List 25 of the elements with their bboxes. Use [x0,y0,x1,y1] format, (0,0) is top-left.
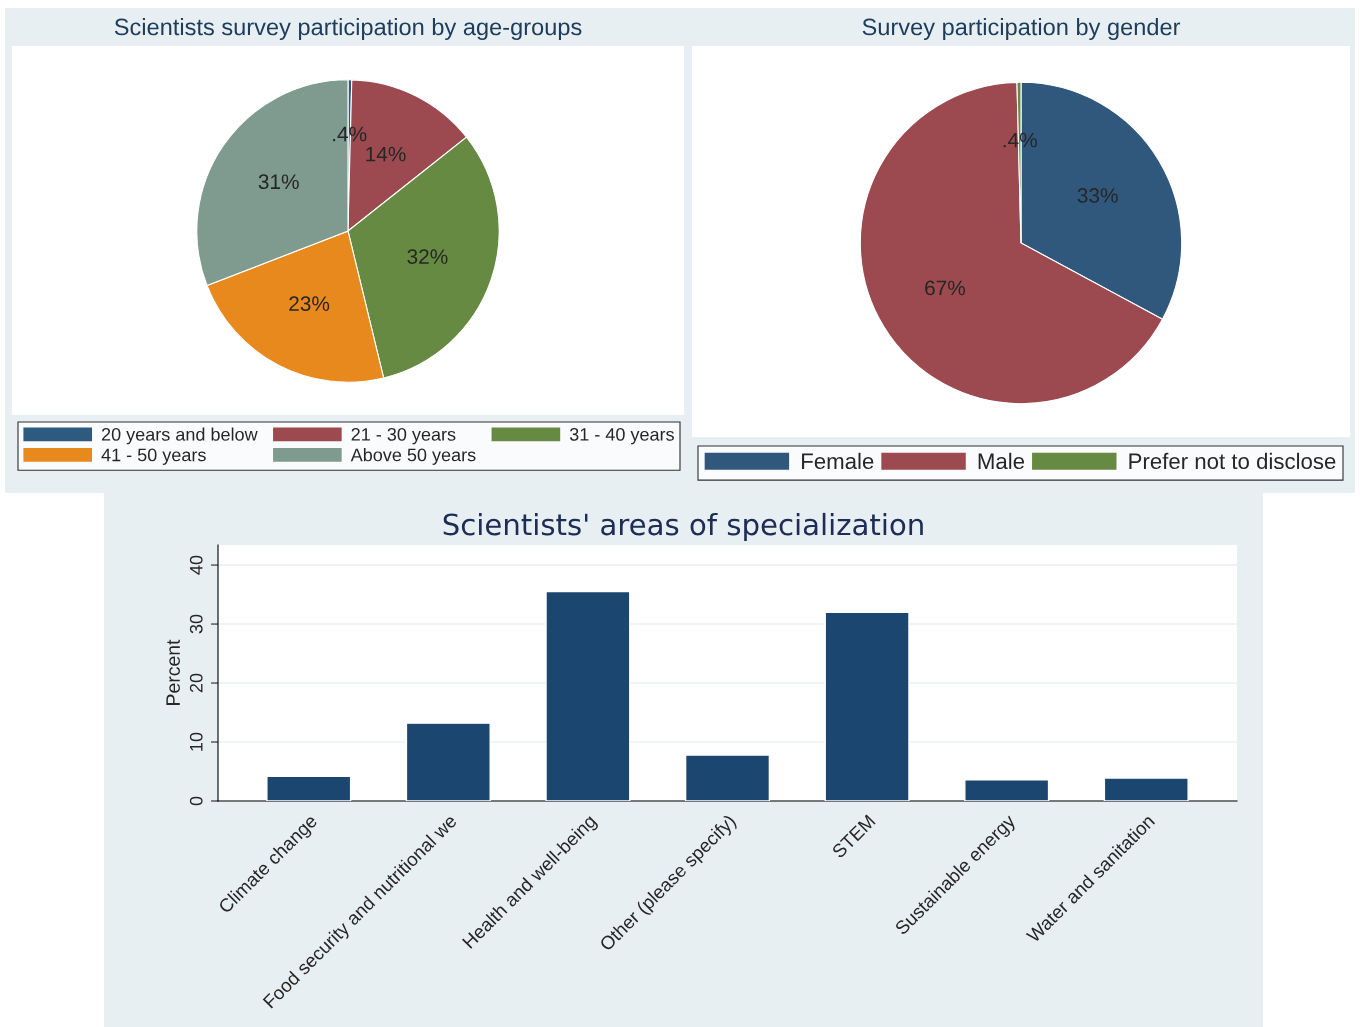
data-label: 67% [925,280,966,296]
data-label: .4% [333,126,367,142]
legend-label: 21 - 30 years [351,427,456,445]
legend-label: Female [802,452,874,470]
chart-title: Survey participation by gender [862,18,1181,40]
legend-label: 41 - 50 years [101,448,206,465]
data-label: 32% [407,249,448,264]
chart-title: Scientists survey participation by age-groups [114,18,582,40]
data-label: 14% [366,146,406,162]
legend-label: 31 - 40 years [569,427,674,445]
chart-title: Scientists' areas of specialization [443,512,923,542]
y-tick-label: 0 [189,796,203,806]
legend-label: Prefer not to disclose [1129,452,1336,470]
legend-label: Above 50 years [350,448,476,465]
data-label: 23% [289,296,330,312]
data-label: 33% [1077,188,1118,203]
y-tick-label: 40 [189,555,203,575]
y-tick-label: 20 [189,673,203,693]
y-tick-label: 10 [189,732,203,751]
legend-label: 20 years and below [101,427,258,445]
legend-label: Male [978,452,1025,470]
data-label: 31% [258,174,299,190]
y-axis-title: Percent [166,639,180,705]
y-tick-label: 30 [189,614,203,634]
data-label: .4% [1003,132,1037,148]
